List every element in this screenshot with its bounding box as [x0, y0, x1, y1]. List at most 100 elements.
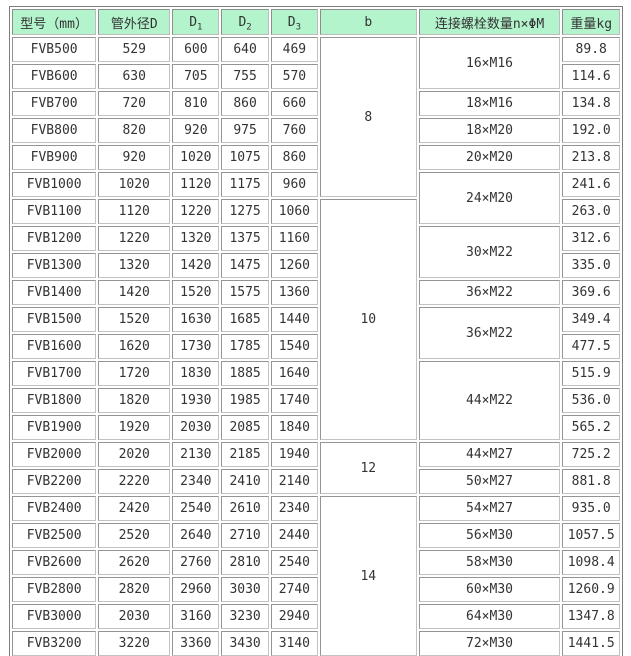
d1-cell: 1630 — [172, 307, 220, 332]
d3-cell: 3140 — [270, 631, 318, 656]
d1-cell: 1220 — [172, 199, 220, 224]
model-cell: FVB2600 — [12, 550, 97, 575]
d1-cell: 2340 — [172, 469, 220, 494]
d1-cell: 2640 — [172, 523, 220, 548]
table-row: FVB1300 1320 1420 1475 1260 335.0 — [12, 253, 620, 278]
weight-cell: 881.8 — [562, 469, 620, 494]
model-cell: FVB1700 — [12, 361, 97, 386]
d1-cell: 705 — [172, 64, 220, 89]
bolt-count-cell: 72×M30 — [418, 631, 561, 656]
header-d1: D1 — [172, 9, 220, 35]
table-row: FVB2000 2020 2130 2185 1940 12 44×M27 725.2 — [12, 442, 620, 494]
d1-cell: 2130 — [172, 442, 220, 467]
outer-diameter-cell: 1920 — [98, 415, 171, 440]
header-model: 型号（mm） — [12, 9, 97, 35]
d1-cell: 1120 — [172, 172, 220, 197]
d2-cell: 975 — [221, 118, 269, 143]
table-row: FVB1700 1720 1830 1885 1640 44×M22 515.9 — [12, 361, 620, 440]
d1-cell: 3360 — [172, 631, 220, 656]
weight-cell: 1260.9 — [562, 577, 620, 602]
bolt-count-cell: 24×M20 — [418, 172, 561, 224]
model-cell: FVB1200 — [12, 226, 97, 251]
table-row: FVB1600 1620 1730 1785 1540 477.5 — [12, 334, 620, 359]
weight-cell: 335.0 — [562, 253, 620, 278]
table-row: FVB2600 2620 2760 2810 2540 58×M30 1098.4 — [12, 550, 620, 575]
model-cell: FVB1600 — [12, 334, 97, 359]
d2-cell: 1275 — [221, 199, 269, 224]
outer-diameter-cell: 1720 — [98, 361, 171, 386]
d2-cell: 640 — [221, 37, 269, 62]
weight-cell: 477.5 — [562, 334, 620, 359]
d1-cell: 1520 — [172, 280, 220, 305]
weight-cell: 935.0 — [562, 496, 620, 521]
spec-table-header: 型号（mm） 管外径D D1 D2 D3 b 连接螺栓数量n×ΦM 重量kg — [12, 9, 620, 35]
d1-cell: 1320 — [172, 226, 220, 251]
weight-cell: 1098.4 — [562, 550, 620, 575]
spec-table-body: FVB500 529 600 640 469 8 16×M16 89.8 FVB600 630 70… — [12, 37, 620, 656]
model-cell: FVB1800 — [12, 388, 97, 413]
bolt-count-cell: 58×M30 — [418, 550, 561, 575]
d3-cell: 1060 — [270, 199, 318, 224]
d2-cell: 2185 — [221, 442, 269, 467]
d2-cell: 2610 — [221, 496, 269, 521]
model-cell: FVB600 — [12, 64, 97, 89]
table-row: FVB2400 2420 2540 2610 2340 14 54×M27 935.0 — [12, 496, 620, 656]
model-cell: FVB2400 — [12, 496, 97, 521]
bolt-count-cell: 36×M22 — [418, 307, 561, 359]
table-row: FVB600 630 705 755 570 114.6 — [12, 64, 620, 89]
d3-cell: 1360 — [270, 280, 318, 305]
d3-cell: 1640 — [270, 361, 318, 386]
header-outer-diameter: 管外径D — [98, 9, 171, 35]
outer-diameter-cell: 820 — [98, 118, 171, 143]
d1-cell: 1930 — [172, 388, 220, 413]
outer-diameter-cell: 2820 — [98, 577, 171, 602]
table-row: FVB1400 1420 1520 1575 1360 36×M22 369.6 — [12, 280, 620, 305]
model-cell: FVB2200 — [12, 469, 97, 494]
bolt-count-cell: 50×M27 — [418, 469, 561, 494]
d3-cell: 469 — [270, 37, 318, 62]
table-row: FVB2500 2520 2640 2710 2440 56×M30 1057.5 — [12, 523, 620, 548]
table-row: FVB2200 2220 2340 2410 2140 50×M27 881.8 — [12, 469, 620, 494]
d1-cell: 1020 — [172, 145, 220, 170]
d3-cell: 2340 — [270, 496, 318, 521]
bolt-count-cell: 18×M20 — [418, 118, 561, 143]
d2-cell: 3230 — [221, 604, 269, 629]
d2-cell: 860 — [221, 91, 269, 116]
d3-cell: 1940 — [270, 442, 318, 467]
model-cell: FVB2500 — [12, 523, 97, 548]
weight-cell: 263.0 — [562, 199, 620, 224]
model-cell: FVB500 — [12, 37, 97, 62]
d3-cell: 1440 — [270, 307, 318, 332]
table-row: FVB2800 2820 2960 3030 2740 60×M30 1260.9 — [12, 577, 620, 602]
d1-cell: 2760 — [172, 550, 220, 575]
table-row: FVB3000 2030 3160 3230 2940 64×M30 1347.8 — [12, 604, 620, 629]
outer-diameter-cell: 2030 — [98, 604, 171, 629]
table-row: FVB1200 1220 1320 1375 1160 30×M22 312.6 — [12, 226, 620, 278]
weight-cell: 89.8 — [562, 37, 620, 62]
outer-diameter-cell: 3220 — [98, 631, 171, 656]
d2-cell: 2710 — [221, 523, 269, 548]
outer-diameter-cell: 630 — [98, 64, 171, 89]
d3-cell: 960 — [270, 172, 318, 197]
d1-cell: 920 — [172, 118, 220, 143]
outer-diameter-cell: 1520 — [98, 307, 171, 332]
table-row: FVB800 820 920 975 760 18×M20 192.0 — [12, 118, 620, 143]
outer-diameter-cell: 2620 — [98, 550, 171, 575]
b-cell: 14 — [320, 496, 417, 656]
outer-diameter-cell: 1320 — [98, 253, 171, 278]
table-row: FVB1800 1820 1930 1985 1740 536.0 — [12, 388, 620, 413]
model-cell: FVB1300 — [12, 253, 97, 278]
header-d3: D3 — [270, 9, 318, 35]
d3-cell: 1840 — [270, 415, 318, 440]
weight-cell: 241.6 — [562, 172, 620, 197]
weight-cell: 369.6 — [562, 280, 620, 305]
outer-diameter-cell: 529 — [98, 37, 171, 62]
model-cell: FVB1000 — [12, 172, 97, 197]
d3-cell: 660 — [270, 91, 318, 116]
outer-diameter-cell: 1820 — [98, 388, 171, 413]
b-cell: 8 — [320, 37, 417, 197]
d3-cell: 2140 — [270, 469, 318, 494]
d2-cell: 1375 — [221, 226, 269, 251]
d2-cell: 3430 — [221, 631, 269, 656]
model-cell: FVB2000 — [12, 442, 97, 467]
